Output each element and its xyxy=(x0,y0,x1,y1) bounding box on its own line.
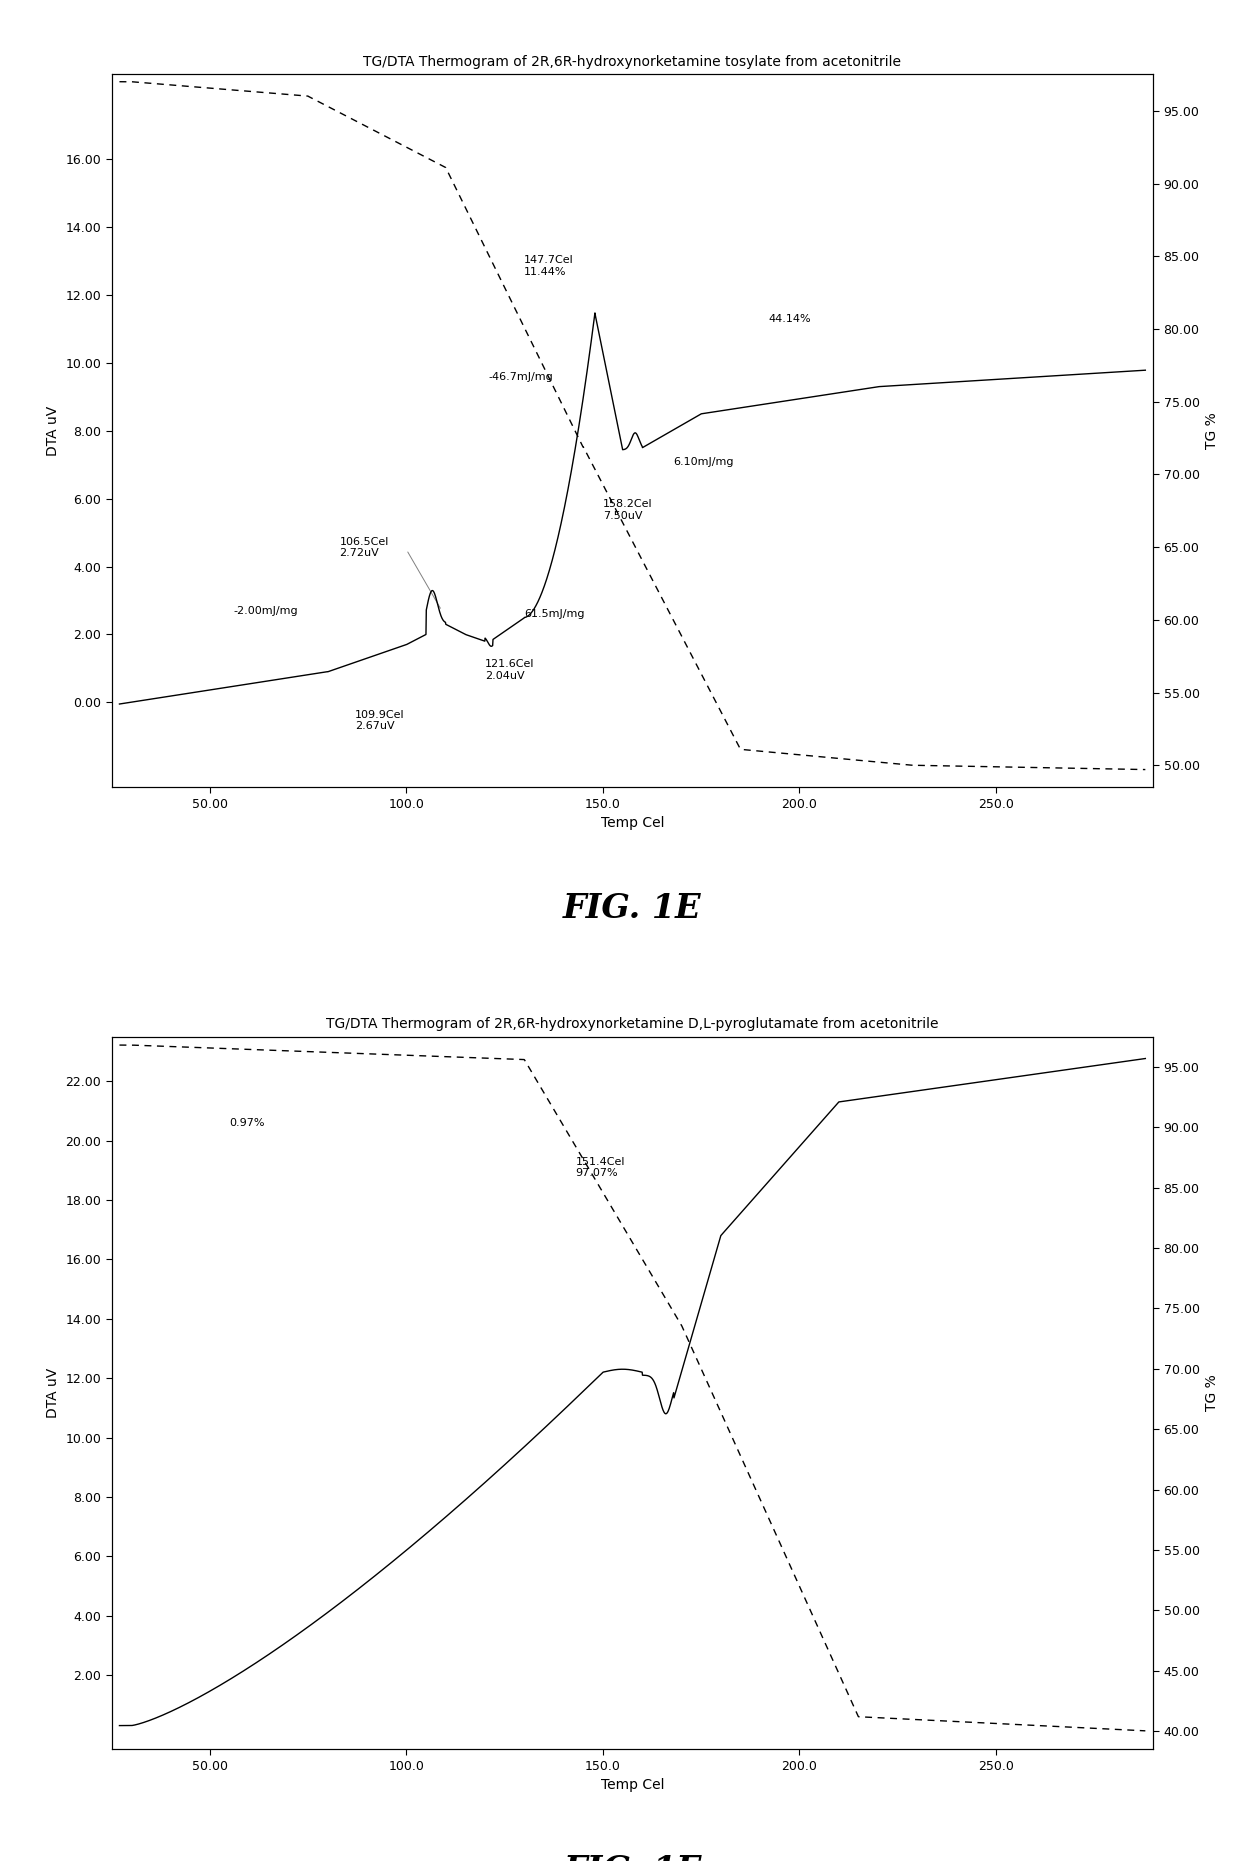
X-axis label: Temp Cel: Temp Cel xyxy=(600,1779,665,1792)
Y-axis label: DTA uV: DTA uV xyxy=(46,1368,60,1418)
Text: 151.4Cel
97.07%: 151.4Cel 97.07% xyxy=(575,1156,625,1178)
Text: 106.5Cel
2.72uV: 106.5Cel 2.72uV xyxy=(340,536,389,558)
Y-axis label: DTA uV: DTA uV xyxy=(46,406,60,456)
Text: 109.9Cel
2.67uV: 109.9Cel 2.67uV xyxy=(356,709,405,731)
Text: -2.00mJ/mg: -2.00mJ/mg xyxy=(233,607,298,616)
Text: 61.5mJ/mg: 61.5mJ/mg xyxy=(525,609,585,620)
Text: 44.14%: 44.14% xyxy=(768,315,811,324)
Text: 147.7Cel
11.44%: 147.7Cel 11.44% xyxy=(525,255,574,277)
Text: 6.10mJ/mg: 6.10mJ/mg xyxy=(673,456,734,467)
Y-axis label: TG %: TG % xyxy=(1205,413,1219,449)
Text: 121.6Cel
2.04uV: 121.6Cel 2.04uV xyxy=(485,659,534,681)
Text: 158.2Cel
7.50uV: 158.2Cel 7.50uV xyxy=(603,499,652,521)
Text: 0.97%: 0.97% xyxy=(229,1118,265,1128)
Text: FIG. 1E: FIG. 1E xyxy=(563,891,702,925)
X-axis label: Temp Cel: Temp Cel xyxy=(600,817,665,830)
Title: TG/DTA Thermogram of 2R,6R-hydroxynorketamine D,L-pyroglutamate from acetonitril: TG/DTA Thermogram of 2R,6R-hydroxynorket… xyxy=(326,1018,939,1031)
Text: FIG. 1F: FIG. 1F xyxy=(564,1854,701,1861)
Text: -46.7mJ/mg: -46.7mJ/mg xyxy=(489,372,554,382)
Y-axis label: TG %: TG % xyxy=(1205,1375,1219,1411)
Title: TG/DTA Thermogram of 2R,6R-hydroxynorketamine tosylate from acetonitrile: TG/DTA Thermogram of 2R,6R-hydroxynorket… xyxy=(363,56,901,69)
